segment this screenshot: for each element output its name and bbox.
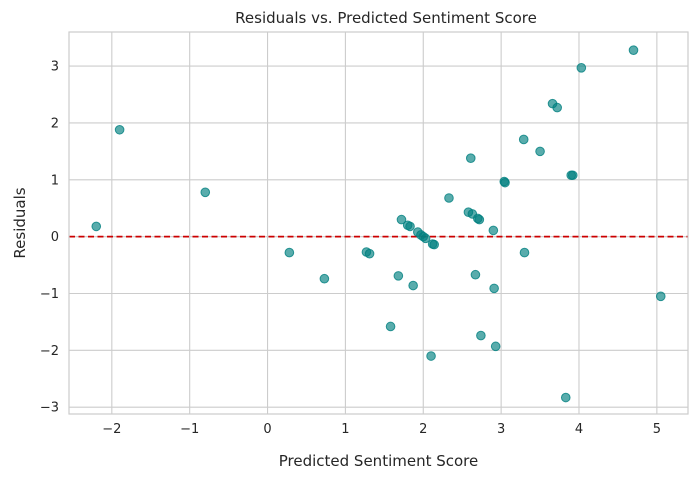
- scatter-point: [114, 124, 125, 135]
- x-tick-label: 1: [341, 422, 349, 437]
- scatter-point: [284, 247, 295, 258]
- scatter-point: [535, 146, 545, 157]
- scatter-point: [319, 273, 330, 284]
- scatter-point: [576, 63, 587, 73]
- scatter-point: [420, 233, 431, 244]
- scatter-point: [552, 102, 562, 113]
- scatter-point: [489, 283, 499, 294]
- y-tick-label: 2: [51, 116, 59, 131]
- scatter-point: [490, 341, 501, 352]
- scatter-point: [500, 177, 510, 188]
- scatter-point: [405, 221, 415, 232]
- scatter-point: [364, 248, 375, 259]
- x-tick-label: −2: [102, 422, 121, 437]
- chart-title: Residuals vs. Predicted Sentiment Score: [235, 9, 537, 27]
- scatter-point: [476, 330, 486, 341]
- x-tick-label: 5: [653, 422, 661, 437]
- scatter-point: [444, 193, 454, 203]
- x-tick-label: 2: [419, 422, 427, 437]
- scatter-point: [91, 221, 102, 232]
- scatter-point: [426, 351, 436, 361]
- scatter-point: [474, 214, 485, 225]
- scatter-point: [470, 269, 481, 280]
- y-tick-label: −3: [40, 401, 59, 416]
- scatter-point: [560, 392, 571, 403]
- y-tick-label: −2: [40, 344, 59, 359]
- scatter-point: [200, 187, 211, 198]
- y-axis-label: Residuals: [11, 187, 29, 258]
- x-tick-label: −1: [180, 422, 199, 437]
- y-tick-labels: −3 −2 −1 0 1 2 3: [40, 60, 59, 416]
- plot-frame: [68, 31, 689, 415]
- y-tick-label: 0: [51, 230, 59, 245]
- scatter-point: [518, 134, 529, 145]
- x-tick-label: 4: [575, 422, 583, 437]
- scatter-point: [628, 45, 639, 55]
- scatter-point: [385, 321, 396, 332]
- scatter-point: [655, 291, 666, 302]
- scatter-point: [567, 170, 578, 181]
- y-tick-label: −1: [40, 287, 59, 302]
- y-tick-label: 3: [51, 60, 59, 75]
- scatter-point: [408, 280, 418, 291]
- x-tick-labels: −2 −1 0 1 2 3 4 5: [102, 422, 661, 437]
- x-tick-label: 0: [263, 422, 271, 437]
- scatter-point: [465, 153, 476, 163]
- grid-lines: [69, 32, 688, 414]
- data-points: [91, 45, 666, 403]
- scatter-point: [429, 239, 439, 250]
- scatter-point: [393, 271, 404, 281]
- x-tick-label: 3: [497, 422, 505, 437]
- scatter-point: [519, 247, 530, 258]
- scatter-point: [488, 225, 499, 236]
- y-tick-label: 1: [51, 173, 59, 188]
- x-axis-label: Predicted Sentiment Score: [279, 452, 479, 470]
- scatter-point: [396, 214, 407, 225]
